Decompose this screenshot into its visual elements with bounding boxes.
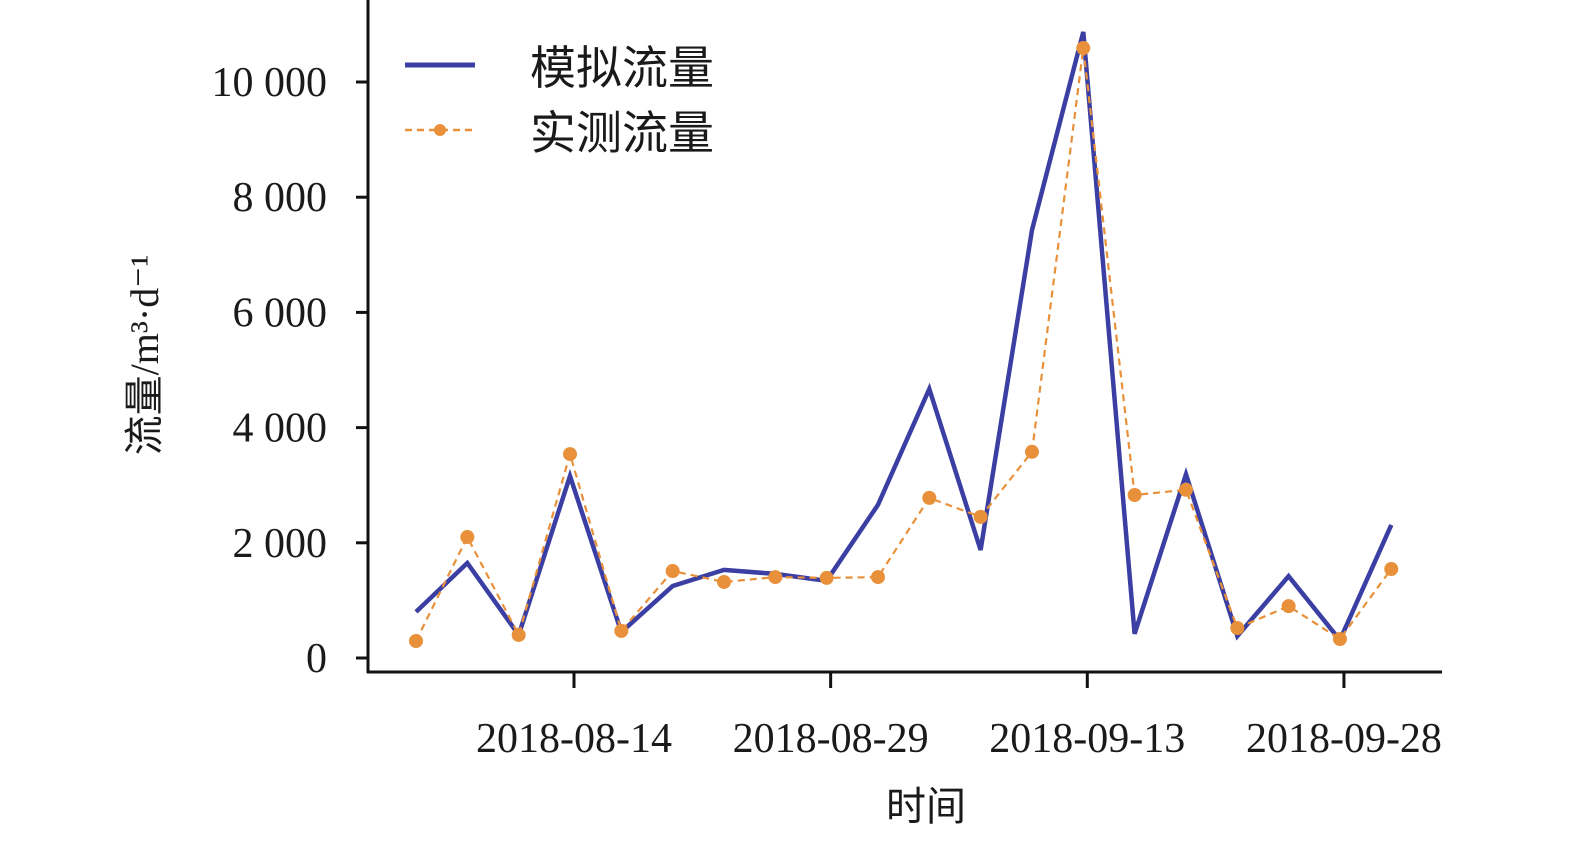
measured-point — [716, 574, 731, 589]
measured-point — [409, 634, 424, 649]
y-tick-label: 4 000 — [233, 406, 328, 452]
measured-point — [563, 447, 577, 462]
measured-point — [1230, 621, 1245, 636]
measured-point — [665, 564, 680, 579]
measured-point — [511, 627, 526, 642]
legend-label-measured: 实测流量 — [530, 108, 714, 159]
measured-point — [870, 570, 885, 585]
legend-marker-measured — [434, 124, 446, 136]
y-tick-label: 8 000 — [233, 175, 328, 221]
measured-point — [1384, 562, 1399, 577]
measured-point — [1076, 41, 1091, 56]
measured-point — [614, 623, 629, 638]
y-tick-label: 10 000 — [212, 60, 328, 106]
measured-point — [1281, 599, 1296, 614]
legend: 模拟流量 实测流量 — [405, 43, 714, 159]
measured-point — [973, 509, 988, 524]
measured-point — [768, 570, 783, 585]
y-axis-label: 流量/m³·d⁻¹ — [122, 255, 167, 456]
y-tick-label: 6 000 — [233, 290, 328, 336]
series-line-simulated — [414, 31, 1394, 645]
axes — [366, 0, 1442, 674]
legend-label-simulated: 模拟流量 — [530, 43, 714, 94]
x-tick-label: 2018-08-14 — [476, 716, 672, 762]
measured-point — [1024, 444, 1039, 459]
measured-point — [1332, 631, 1347, 646]
measured-point — [819, 570, 834, 585]
x-tick-label: 2018-08-29 — [733, 716, 929, 762]
x-tick-label: 2018-09-13 — [989, 716, 1185, 762]
measured-point — [922, 490, 937, 505]
measured-point — [1127, 487, 1142, 502]
series-line-measured — [415, 47, 1393, 642]
x-tick-label: 2018-09-28 — [1246, 716, 1442, 762]
y-tick-label: 0 — [306, 636, 327, 682]
y-tick-label: 2 000 — [233, 521, 328, 567]
measured-point — [460, 530, 475, 545]
x-axis-label: 时间 — [886, 784, 966, 829]
measured-point — [1178, 482, 1193, 497]
